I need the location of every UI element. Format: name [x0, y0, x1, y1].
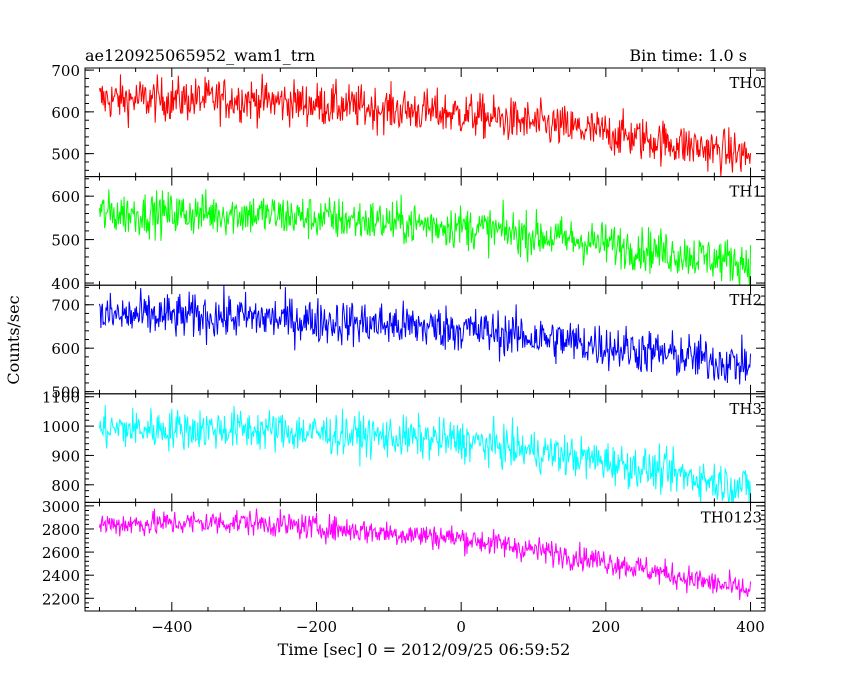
- y-tick-label: 600: [51, 104, 80, 122]
- x-tick-label: −400: [151, 618, 192, 636]
- panel-label-th1: TH1: [729, 183, 762, 201]
- panel-frame-th1: [84, 176, 766, 286]
- y-tick-label: 600: [51, 340, 80, 358]
- x-axis-label: Time [sec] 0 = 2012/09/25 06:59:52: [278, 640, 571, 659]
- y-tick-label: 3000: [42, 498, 80, 516]
- bin-time-label: Bin time: 1.0 s: [629, 46, 747, 65]
- series-line-th0: [98, 73, 752, 177]
- x-tick-label: −200: [296, 618, 337, 636]
- series-line-th0123: [98, 508, 752, 601]
- y-tick-label: 2200: [42, 590, 80, 608]
- y-tick-label: 500: [51, 146, 80, 164]
- chart-title: ae120925065952_wam1_trn: [85, 46, 315, 65]
- series-line-th2: [98, 285, 752, 385]
- y-tick-label: 2800: [42, 521, 80, 539]
- series-line-th3: [98, 404, 752, 503]
- y-tick-label: 2600: [42, 544, 80, 562]
- y-tick-label: 500: [51, 232, 80, 250]
- y-tick-label: 2400: [42, 567, 80, 585]
- x-tick-label: 400: [736, 618, 765, 636]
- y-tick-label: 900: [51, 447, 80, 465]
- panel-label-th3: TH3: [729, 400, 762, 418]
- x-tick-label: 200: [592, 618, 621, 636]
- series-line-th1: [98, 189, 752, 286]
- y-tick-label: 700: [51, 297, 80, 315]
- y-tick-label: 1000: [42, 418, 80, 436]
- y-tick-label: 700: [51, 62, 80, 80]
- y-tick-label: 600: [51, 188, 80, 206]
- x-tick-label: 0: [456, 618, 466, 636]
- x-axis: −400 −200 0 200 400: [151, 618, 765, 636]
- y-tick-label: 1100: [42, 389, 80, 407]
- y-tick-label: 500: [51, 384, 80, 402]
- y-tick-label: 800: [51, 477, 80, 495]
- panel-frame-th3: [84, 393, 766, 503]
- y-axis-label: Counts/sec: [4, 295, 23, 384]
- panels-group: 500 600 700 TH0 400 500 600 TH1 500 600 700 TH2 800 9…: [42, 62, 766, 612]
- panel-frame-th2: [84, 284, 766, 395]
- panel-label-th2: TH2: [729, 291, 762, 309]
- panel-label-th0123: TH0123: [701, 508, 762, 526]
- y-tick-label: 400: [51, 275, 80, 293]
- panel-label-th0: TH0: [729, 74, 762, 92]
